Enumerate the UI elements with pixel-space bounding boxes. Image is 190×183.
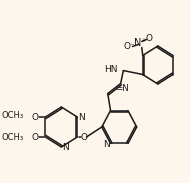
Text: =N: =N [115,84,129,93]
Text: N: N [62,143,69,152]
Text: O: O [31,132,38,141]
Text: HN: HN [104,65,118,74]
Text: O: O [31,113,38,122]
Text: OCH₃: OCH₃ [1,111,23,120]
Text: N: N [78,113,85,122]
Text: OCH₃: OCH₃ [1,134,23,143]
Text: O: O [80,132,87,141]
Text: N⁺: N⁺ [134,38,146,48]
Text: O: O [146,34,153,43]
Text: O⁻: O⁻ [123,42,135,51]
Text: N: N [103,140,110,149]
